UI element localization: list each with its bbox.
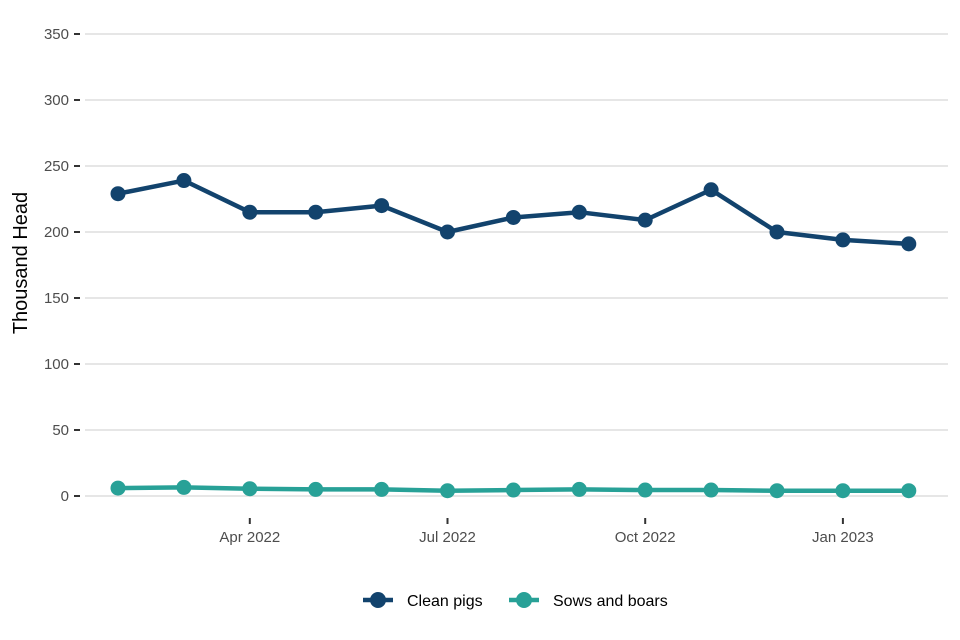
data-point — [571, 204, 587, 220]
y-tick-label: 50 — [52, 422, 69, 439]
y-axis: 0 50 100 150 200 250 300 350 — [44, 26, 80, 505]
x-tick-label: Jan 2023 — [812, 529, 874, 546]
x-axis: Apr 2022 Jul 2022 Oct 2022 Jan 2023 — [219, 518, 874, 546]
y-tick-label: 200 — [44, 224, 69, 241]
data-point — [637, 212, 653, 228]
series-clean-pigs — [110, 173, 917, 252]
legend-item: Clean pigs — [363, 592, 483, 610]
y-tick-label: 350 — [44, 26, 69, 43]
y-tick-label: 250 — [44, 158, 69, 175]
data-point — [571, 481, 587, 497]
data-point — [703, 182, 719, 198]
data-point — [308, 204, 324, 220]
data-point — [505, 482, 521, 498]
data-point — [901, 236, 917, 252]
x-tick-label: Jul 2022 — [419, 529, 476, 546]
data-point — [769, 224, 785, 240]
series-sows-and-boars — [110, 479, 917, 499]
data-point — [110, 186, 126, 202]
data-point — [440, 224, 455, 240]
legend-item: Sows and boars — [509, 592, 668, 610]
data-point — [901, 483, 917, 499]
y-tick-label: 100 — [44, 356, 69, 373]
legend-label: Sows and boars — [553, 593, 668, 610]
legend: Clean pigs Sows and boars — [363, 592, 668, 610]
data-point — [176, 173, 192, 189]
data-point — [374, 481, 390, 497]
x-tick-label: Apr 2022 — [219, 529, 280, 546]
series — [110, 173, 917, 499]
data-point — [703, 482, 719, 498]
y-tick-label: 300 — [44, 92, 69, 109]
data-point — [176, 479, 192, 495]
data-point — [440, 483, 455, 499]
data-point — [374, 198, 390, 214]
gridlines — [85, 33, 948, 497]
data-point — [505, 209, 521, 225]
data-point — [308, 481, 324, 497]
y-tick-label: 150 — [44, 290, 69, 307]
data-point — [835, 232, 851, 248]
legend-marker — [370, 592, 386, 608]
data-point — [769, 483, 785, 499]
legend-marker — [516, 592, 532, 608]
data-point — [637, 482, 653, 498]
data-point — [835, 483, 851, 499]
data-point — [242, 481, 258, 497]
x-tick-label: Oct 2022 — [615, 529, 676, 546]
data-point — [242, 204, 258, 220]
y-tick-label: 0 — [61, 488, 69, 505]
data-point — [110, 480, 126, 496]
legend-label: Clean pigs — [407, 593, 483, 610]
y-axis-title: Thousand Head — [10, 192, 32, 334]
